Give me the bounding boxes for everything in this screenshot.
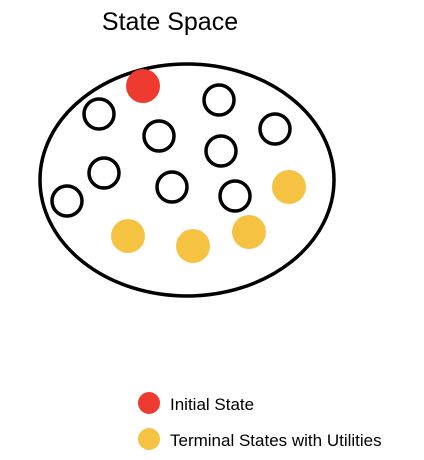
state-node (202, 83, 236, 117)
state-node (218, 179, 252, 213)
state-node (50, 184, 84, 218)
state-node (155, 170, 189, 204)
terminal-state-node (176, 229, 210, 263)
terminal-state-node (272, 170, 306, 204)
legend-initial-label: Initial State (170, 395, 254, 414)
state-node (82, 97, 116, 131)
legend-terminal-swatch (138, 428, 160, 450)
state-node (142, 119, 176, 153)
state-space-boundary (38, 62, 336, 298)
initial-state-node (126, 69, 160, 103)
terminal-state-node (232, 215, 266, 249)
diagram-title: State Space (102, 8, 238, 36)
state-node (204, 134, 238, 168)
legend-initial-swatch (138, 392, 160, 414)
legend-terminal-label: Terminal States with Utilities (170, 431, 382, 450)
states-group (50, 69, 306, 263)
state-node (258, 112, 292, 146)
terminal-state-node (111, 219, 145, 253)
state-node (87, 156, 121, 190)
